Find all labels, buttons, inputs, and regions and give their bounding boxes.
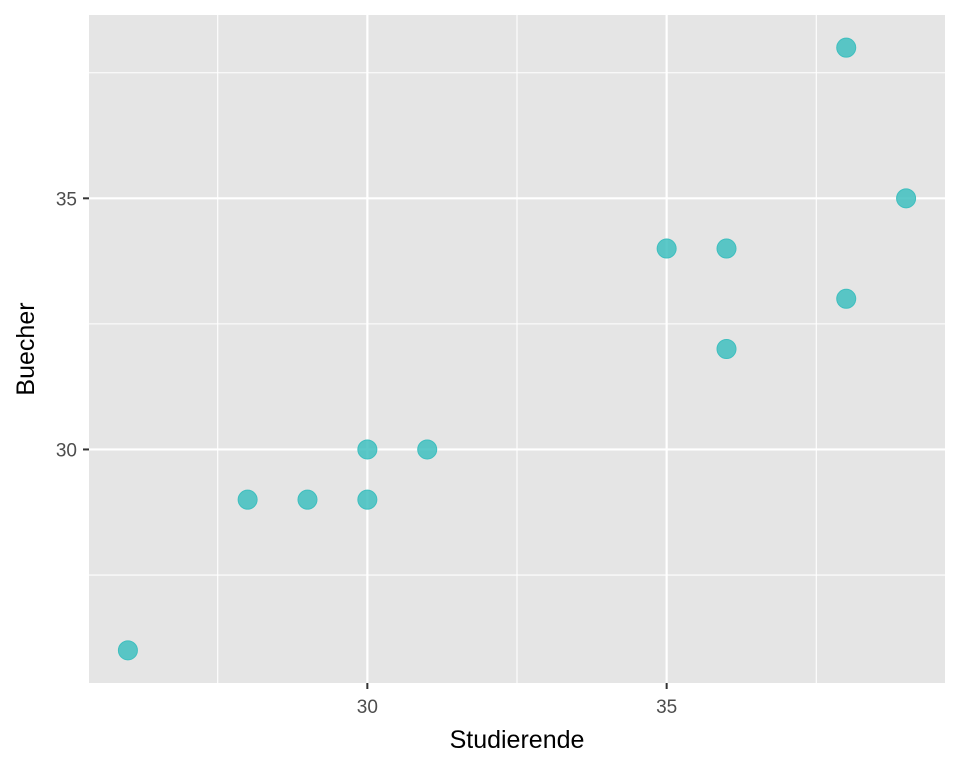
x-axis: 30 35 [357, 683, 677, 718]
x-tick-label: 35 [656, 697, 677, 718]
data-point [716, 339, 737, 359]
data-point [357, 489, 378, 510]
data-point [297, 489, 318, 510]
data-point [417, 439, 438, 460]
data-point [656, 238, 677, 259]
data-point [357, 439, 378, 460]
x-axis-title: Studierende [450, 726, 585, 754]
minor-gridlines [89, 15, 945, 683]
data-point [716, 238, 737, 259]
data-points [117, 37, 917, 661]
x-tick-label: 30 [357, 697, 378, 718]
data-point [836, 37, 857, 58]
y-tick-label: 30 [56, 440, 77, 461]
y-axis: 30 35 [56, 189, 89, 461]
major-gridlines [89, 15, 945, 683]
data-point [896, 188, 917, 209]
y-axis-title: Buecher [12, 302, 40, 395]
y-tick-label: 35 [56, 189, 77, 210]
data-point [237, 489, 258, 510]
data-point [836, 288, 857, 309]
data-point [117, 640, 138, 661]
